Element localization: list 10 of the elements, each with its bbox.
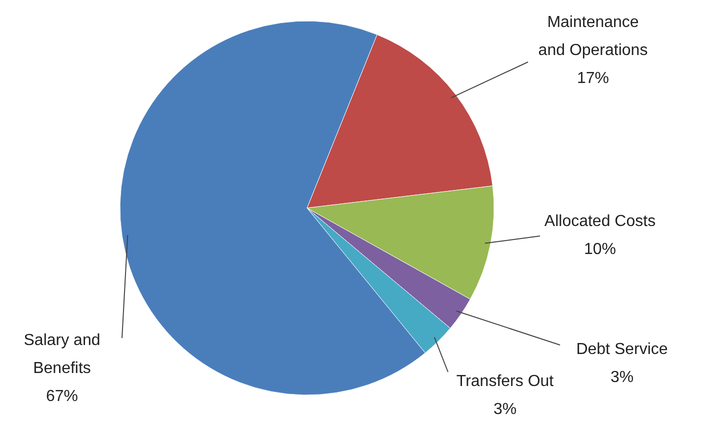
slice-label: Maintenance and Operations	[538, 14, 648, 59]
data-label: 10%	[584, 241, 616, 258]
data-label: 67%	[46, 388, 78, 405]
slice-label: Allocated Costs	[544, 213, 656, 230]
slice-label: Debt Service	[576, 341, 668, 358]
slice-label: Transfers Out	[456, 373, 554, 390]
data-label: 17%	[576, 70, 610, 87]
slice-label: Salary and Benefits	[24, 332, 100, 377]
data-label: 3%	[610, 369, 634, 386]
data-label: 3%	[493, 401, 517, 418]
